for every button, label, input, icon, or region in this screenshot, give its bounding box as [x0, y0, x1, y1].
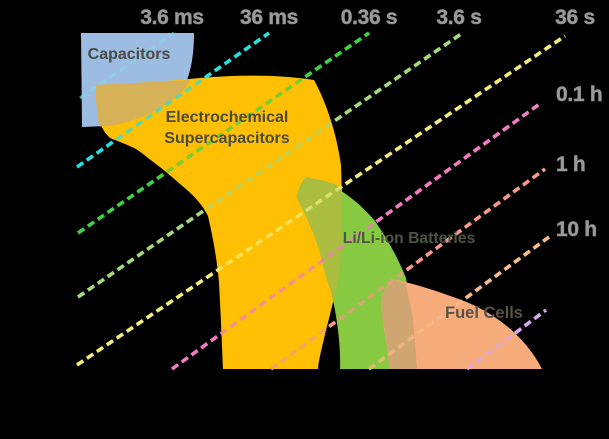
svg-text:Electrochemical: Electrochemical: [166, 109, 289, 126]
svg-text:10 h: 10 h: [556, 218, 597, 241]
svg-text:Li/Li-ion Batteries: Li/Li-ion Batteries: [343, 230, 476, 247]
svg-text:1 h: 1 h: [556, 153, 585, 176]
svg-text:0.1 h: 0.1 h: [556, 83, 602, 106]
svg-text:3.6 ms: 3.6 ms: [140, 6, 204, 29]
svg-text:Supercapacitors: Supercapacitors: [164, 130, 289, 147]
svg-text:0.36 s: 0.36 s: [341, 6, 398, 29]
svg-text:36 ms: 36 ms: [240, 6, 298, 29]
svg-text:3.6 s: 3.6 s: [436, 6, 481, 29]
svg-text:Fuel Cells: Fuel Cells: [445, 304, 523, 322]
svg-text:36 s: 36 s: [555, 6, 595, 29]
svg-text:Capacitors: Capacitors: [88, 46, 171, 63]
